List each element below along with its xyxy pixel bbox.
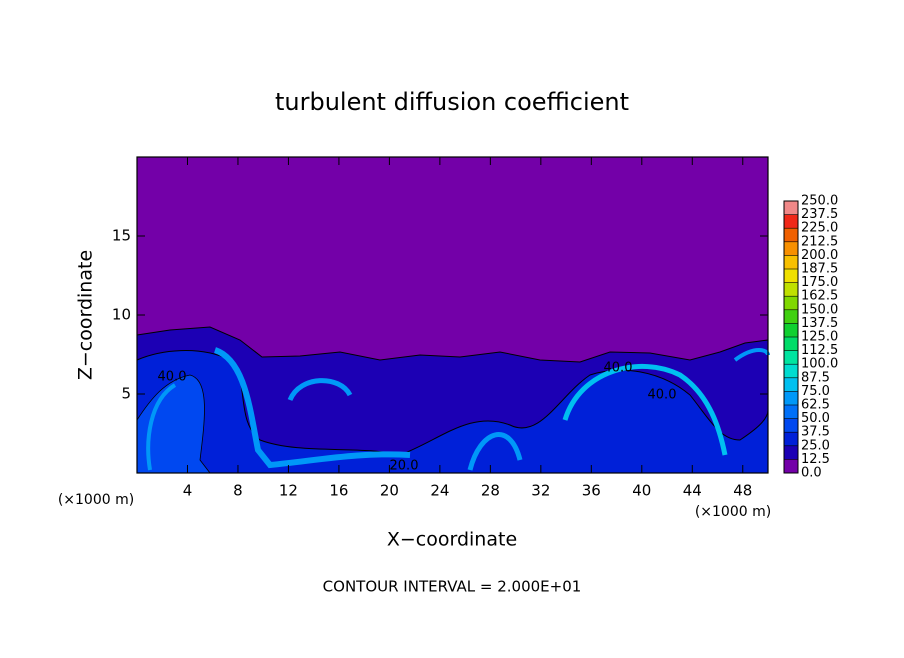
colorbar-label: 87.5 [801, 370, 830, 385]
contour-label: 40.0 [648, 388, 677, 403]
colorbar-label: 100.0 [801, 357, 838, 372]
y-tick-label: 5 [121, 385, 131, 403]
x-tick-label: 44 [683, 482, 702, 500]
colorbar-label: 250.0 [801, 194, 838, 209]
colorbar-swatch [784, 214, 798, 229]
colorbar-label: 50.0 [801, 411, 830, 426]
colorbar-swatch [784, 377, 798, 392]
colorbar-label: 175.0 [801, 275, 838, 290]
x-tick-label: 12 [279, 482, 298, 500]
colorbar-label: 237.5 [801, 207, 838, 222]
colorbar-swatch [784, 445, 798, 460]
colorbar-label: 212.5 [801, 234, 838, 249]
x-tick-label: 32 [531, 482, 550, 500]
y-axis-label: Z−coordinate [75, 250, 97, 380]
colorbar-label: 137.5 [801, 316, 838, 331]
footer: CONTOUR INTERVAL = 2.000E+01 [323, 578, 582, 596]
colorbar-swatch [784, 418, 798, 433]
contour-label: 40.0 [158, 370, 187, 385]
field-region [213, 347, 411, 469]
contour-label: 20.0 [390, 459, 419, 474]
x-tick-label: 24 [430, 482, 449, 500]
x-tick-label: 48 [733, 482, 752, 500]
field-region [562, 363, 728, 456]
colorbar-label: 37.5 [801, 425, 830, 440]
x-tick-label: 4 [183, 482, 193, 500]
colorbar-swatch [784, 391, 798, 405]
x-tick-label: 16 [329, 482, 348, 500]
y-tick-label: 10 [112, 306, 131, 324]
colorbar-swatch [784, 432, 798, 446]
contour-label: 40.0 [604, 361, 633, 376]
colorbar-label: 0.0 [801, 466, 822, 481]
x-unit: (×1000 m) [58, 492, 134, 508]
colorbar-label: 112.5 [801, 343, 838, 358]
colorbar-swatch [784, 282, 798, 297]
x-axis-label: X−coordinate [387, 529, 517, 551]
colorbar-label: 162.5 [801, 289, 838, 304]
colorbar-swatch [784, 309, 798, 324]
colorbar-swatch [784, 364, 798, 378]
colorbar-label: 75.0 [801, 384, 830, 399]
x-tick-label: 36 [582, 482, 601, 500]
colorbar-swatch [784, 255, 798, 269]
colorbar-label: 125.0 [801, 330, 838, 345]
field-region [287, 378, 523, 471]
colorbar-label: 187.5 [801, 262, 838, 277]
colorbar-label: 62.5 [801, 398, 830, 413]
colorbar-swatch [784, 228, 798, 242]
colorbar-swatch [784, 459, 798, 473]
x-tick-label: 8 [233, 482, 243, 500]
colorbar-swatch [784, 296, 798, 310]
colorbar-label: 150.0 [801, 302, 838, 317]
colorbar-label: 225.0 [801, 221, 838, 236]
x-tick-label: 40 [632, 482, 651, 500]
colorbar-label: 200.0 [801, 248, 838, 263]
field-region [136, 374, 211, 474]
chart-title: turbulent diffusion coefficient [275, 88, 629, 116]
x-tick-label: 20 [380, 482, 399, 500]
colorbar-swatch [784, 201, 798, 215]
colorbar-swatch [784, 241, 798, 256]
colorbar-swatch [784, 405, 798, 419]
y-tick-label: 15 [112, 227, 131, 245]
colorbar-swatch [784, 269, 798, 283]
x-tick-label: 28 [481, 482, 500, 500]
colorbar-label: 12.5 [801, 452, 830, 467]
colorbar-label: 25.0 [801, 438, 830, 453]
colorbar-swatch [784, 323, 798, 337]
x-unit: (×1000 m) [695, 504, 771, 520]
colorbar-swatch [784, 337, 798, 351]
colorbar-swatch [784, 350, 798, 365]
